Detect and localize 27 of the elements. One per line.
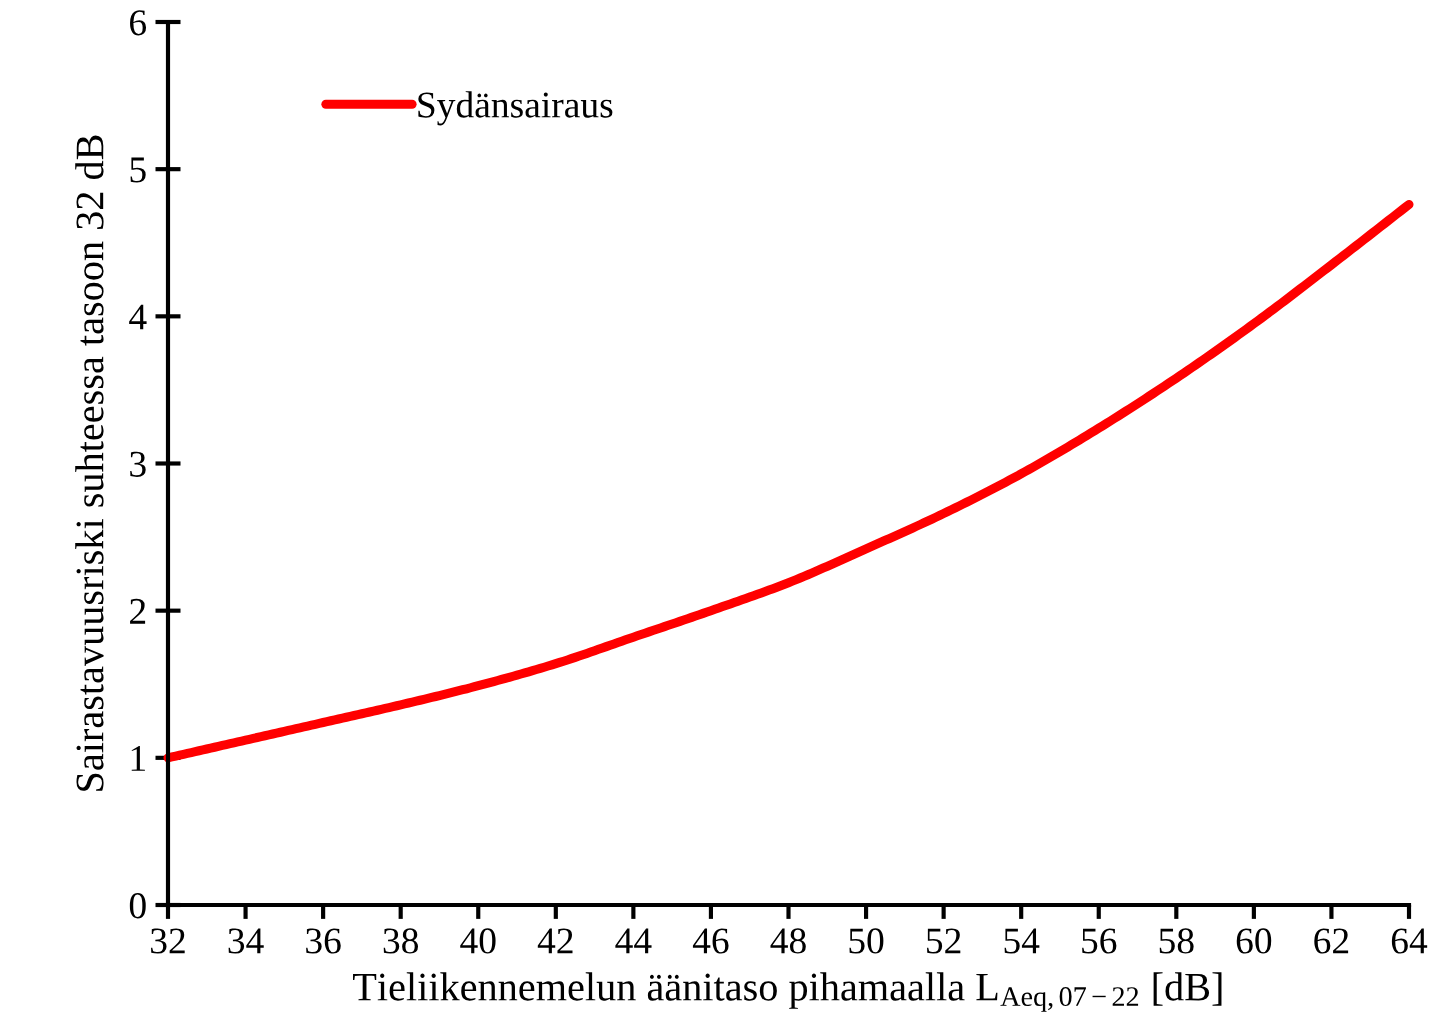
x-tick-label: 52 — [927, 928, 961, 954]
x-tick-label: 36 — [306, 928, 341, 954]
y-tick-label: 1 — [131, 746, 145, 771]
x-tick-label: 58 — [1159, 928, 1194, 954]
x-tick-label: 62 — [1314, 928, 1349, 954]
y-tick-label: 4 — [129, 304, 147, 330]
x-tick-label: 54 — [1004, 928, 1040, 954]
x-tick-label: 56 — [1082, 928, 1117, 954]
x-tick-label: 32 — [151, 928, 185, 954]
x-axis-title: Tieliikennemelun äänitaso pihamaalla L$_{Aeq,07−22}$ [dB] — [353, 972, 1222, 1012]
x-tick-label: 64 — [1391, 928, 1428, 954]
x-tick-label: 34 — [228, 928, 264, 954]
x-tick-label: 42 — [537, 928, 573, 954]
y-tick-label: 3 — [130, 451, 146, 477]
legend-label: Sydänsairaus — [418, 91, 613, 126]
x-tick-label: 46 — [692, 928, 729, 954]
y-tick-label: 6 — [130, 10, 147, 36]
y-tick-label: 2 — [130, 598, 146, 624]
x-tick-label: 40 — [460, 928, 496, 954]
x-tick-label: 38 — [383, 928, 419, 954]
x-tick-label: 48 — [770, 928, 806, 954]
x-tick-label: 60 — [1236, 928, 1272, 954]
x-tick-label: 50 — [849, 928, 884, 954]
x-tick-label: 44 — [615, 928, 652, 954]
y-tick-label: 5 — [130, 157, 146, 183]
y-axis-title: Sairastavuusriski suhteessa tasoon 32 dB — [75, 135, 104, 791]
y-tick-label: 0 — [129, 893, 146, 919]
